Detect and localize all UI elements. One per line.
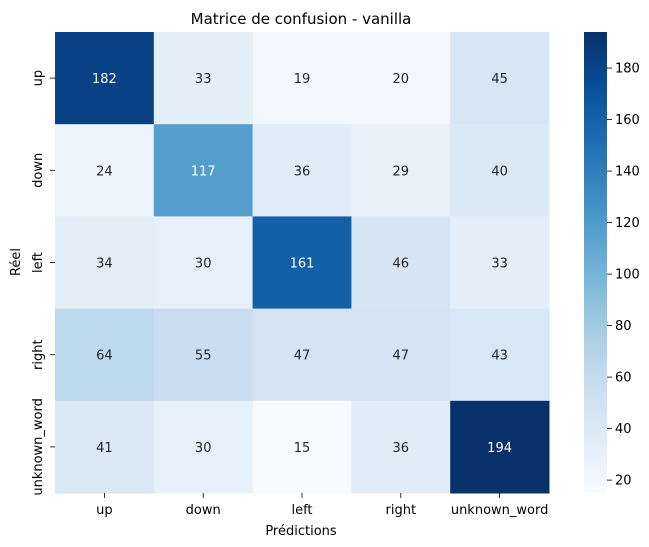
cell-value-label: 36 [393,441,410,456]
heatmap-cell [351,400,451,494]
heatmap-cell [450,216,550,310]
y-tick-label: right [31,339,46,370]
cell-value-label: 33 [195,72,212,87]
cell-value-label: 45 [491,72,508,87]
heatmap-cell [55,32,155,125]
cell-value-label: 41 [96,441,113,456]
colorbar-tick-label: 100 [615,268,640,283]
y-tick-label: down [31,153,46,188]
heatmap-cell [252,308,352,402]
cell-value-label: 34 [96,257,113,272]
heatmap-cell [450,32,550,125]
heatmap-cell [450,308,550,402]
x-tick-label: unknown_word [451,503,549,518]
heatmap-cell [153,124,254,217]
heatmap-cell [351,124,451,217]
cell-value-label: 47 [393,349,410,364]
heatmap-cell [153,216,254,310]
colorbar: 20 40 60 80 100 120 140 160 180 [584,32,640,493]
heatmap-cell [252,216,352,310]
x-tick-label: down [186,503,221,518]
cell-value-label: 19 [294,72,311,87]
y-axis-label: Réel [9,248,24,276]
cell-value-label: 29 [393,164,410,179]
heatmap-cell [351,308,451,402]
heatmap-cell [55,124,155,217]
cell-value-label: 24 [96,164,113,179]
heatmap-cell [450,400,550,494]
heatmap-cell [55,400,155,494]
colorbar-tick-label: 140 [615,165,640,180]
x-tick-label: right [386,503,417,518]
heatmap-cell [55,308,155,402]
heatmap-cell [55,216,155,310]
cell-value-label: 55 [195,349,212,364]
y-tick-label: unknown_word [31,398,46,496]
cell-value-label: 43 [491,349,508,364]
heatmap-cell [252,400,352,494]
heatmap-cell [351,216,451,310]
colorbar-tick-label: 40 [615,422,632,437]
x-axis-ticks: up down left right unknown_word [96,493,548,518]
colorbar-tick-label: 180 [615,62,640,77]
y-axis-ticks: up down left right unknown_word [31,70,55,496]
cell-value-label: 47 [294,349,311,364]
colorbar-tick-label: 80 [615,319,632,334]
y-tick-label: left [31,252,46,273]
cell-value-label: 194 [487,441,512,456]
y-tick-label: up [31,70,46,87]
colorbar-tick-label: 60 [615,371,632,386]
cell-value-label: 46 [393,257,410,272]
cell-value-label: 30 [195,441,212,456]
x-tick-label: up [96,503,113,518]
heatmap-grid: 182 33 19 20 45 24 117 36 29 40 34 30 161 46 33 64 55 47 4… [55,32,550,494]
cell-value-label: 20 [393,72,410,87]
cell-value-label: 161 [290,257,315,272]
x-tick-label: left [291,503,312,518]
cell-value-label: 64 [96,349,113,364]
heatmap-cell [153,308,254,402]
heatmap-cell [252,124,352,217]
heatmap-cell [153,32,254,125]
cell-value-label: 40 [491,164,508,179]
cell-value-label: 117 [191,164,216,179]
heatmap-cell [153,400,254,494]
heatmap-cell [351,32,451,125]
cell-value-label: 30 [195,257,212,272]
colorbar-tick-label: 120 [615,216,640,231]
cell-value-label: 15 [294,441,311,456]
heatmap-cell [450,124,550,217]
colorbar-tick-label: 160 [615,113,640,128]
heatmap-cell [252,32,352,125]
chart-title: Matrice de confusion - vanilla [191,10,412,28]
colorbar-gradient [584,32,607,493]
cell-value-label: 33 [491,257,508,272]
colorbar-tick-label: 20 [615,474,632,489]
cell-value-label: 36 [294,164,311,179]
x-axis-label: Prédictions [265,524,337,539]
cell-value-label: 182 [92,72,117,87]
